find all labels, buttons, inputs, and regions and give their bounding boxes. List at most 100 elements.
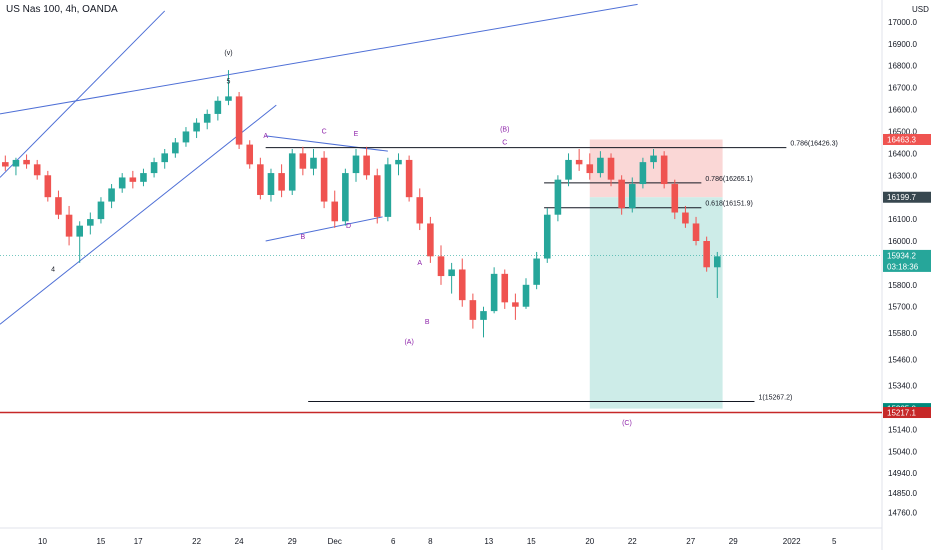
candle-body <box>288 153 296 191</box>
price-tag-label: 15934.2 <box>887 251 916 260</box>
time-axis-label: 29 <box>729 537 738 546</box>
candle-body <box>267 173 275 195</box>
candle-body <box>618 179 625 209</box>
time-axis-label: 17 <box>134 537 143 546</box>
candle-body <box>299 153 307 169</box>
wave-label: B <box>425 319 430 326</box>
candle-body <box>628 184 636 209</box>
candle-body <box>108 188 115 202</box>
price-tag-box <box>883 249 931 272</box>
countdown-label: 03:18:36 <box>887 262 919 271</box>
price-tag: 15934.2 03:18:36 <box>883 249 931 272</box>
candle-body <box>161 153 169 163</box>
candle-body <box>2 162 9 167</box>
candle-body <box>565 159 572 180</box>
wave-label: A <box>417 260 422 267</box>
candle-body <box>597 157 604 174</box>
currency-label: USD <box>912 5 929 14</box>
price-tag-box <box>883 191 931 203</box>
wave-label: D <box>346 223 351 230</box>
wave-label: (B) <box>500 126 509 133</box>
candle-body <box>501 273 509 303</box>
candle-body <box>331 201 339 222</box>
candle-body <box>118 177 126 189</box>
time-axis-label: 24 <box>235 537 244 546</box>
price-axis-label: 16800.0 <box>888 62 917 71</box>
candle-body <box>203 113 211 123</box>
price-axis-label: 17000.0 <box>888 18 917 27</box>
time-axis-label: Dec <box>328 537 342 546</box>
price-axis-label: 15700.0 <box>888 303 917 312</box>
price-axis-label: 15580.0 <box>888 329 917 338</box>
position-zones <box>589 139 723 409</box>
candle-body <box>575 159 583 165</box>
price-axis-label: 16300.0 <box>888 171 917 180</box>
price-axis[interactable]: 17000.0 16900.0 16800.0 16700.0 16600.0 16500… <box>888 5 929 518</box>
candle-body <box>395 159 402 165</box>
candle-body <box>522 284 530 307</box>
candle-body <box>352 155 360 174</box>
wave-label: C <box>322 129 327 136</box>
candle-body <box>490 273 498 312</box>
time-axis[interactable]: 10 15 17 22 24 29 Dec 6 8 13 15 20 22 27 29 2022 5 <box>38 537 837 546</box>
candle-body <box>363 155 370 176</box>
candle-body <box>480 311 487 320</box>
time-axis-label: 10 <box>38 537 47 546</box>
candle-body <box>140 173 147 182</box>
candle-body <box>342 173 349 222</box>
trendline <box>265 135 388 152</box>
price-axis-label: 15140.0 <box>888 425 917 434</box>
fib-level-label: 0.786(16265.1) <box>705 176 752 183</box>
trendline <box>0 3 638 115</box>
price-tags: 16463.316199.715934.203:18:3615235.01521… <box>883 133 931 419</box>
wave-label: C <box>502 140 507 147</box>
time-axis-label: 27 <box>686 537 695 546</box>
fib-level-label: 0.618(16151.9) <box>705 201 752 208</box>
candle-body <box>469 300 477 320</box>
price-tag-box <box>883 407 931 419</box>
price-axis-label: 16900.0 <box>888 40 917 49</box>
candle-body <box>713 256 721 268</box>
candle-body <box>278 173 285 191</box>
time-axis-label: 22 <box>628 537 637 546</box>
candle-body <box>660 155 668 185</box>
candle-body <box>129 177 137 182</box>
price-axis-label: 16100.0 <box>888 215 917 224</box>
candle-body <box>87 219 94 226</box>
wave-label: B <box>301 234 306 241</box>
price-axis-label: 14850.0 <box>888 489 917 498</box>
wave-label: (C) <box>622 420 632 427</box>
trendlines <box>0 3 638 325</box>
candle-body <box>650 155 657 163</box>
candle-body <box>607 157 615 180</box>
time-axis-label: 15 <box>96 537 105 546</box>
fib-levels: 0.786(16426.3) 0.786(16265.1) 0.618(16151.… <box>0 141 882 414</box>
time-axis-label: 15 <box>527 537 536 546</box>
take-profit-zone <box>589 197 723 409</box>
candle-body <box>448 269 455 277</box>
candle-body <box>97 201 105 220</box>
candle-body <box>257 164 264 195</box>
candle-body <box>33 164 41 176</box>
time-axis-label: 20 <box>585 537 594 546</box>
wave-label: (v) <box>224 50 232 57</box>
candle-body <box>150 162 158 174</box>
time-axis-label: 22 <box>192 537 201 546</box>
candle-body <box>246 144 254 165</box>
candle-body <box>384 164 392 217</box>
price-axis-label: 16600.0 <box>888 106 917 115</box>
candle-body <box>320 157 328 202</box>
time-axis-label: 6 <box>391 537 396 546</box>
price-axis-label: 15460.0 <box>888 355 917 364</box>
candle-body <box>225 96 232 101</box>
candle-body <box>23 159 30 165</box>
time-axis-label: 8 <box>428 537 433 546</box>
fib-level-label: 1(15267.2) <box>758 395 792 402</box>
candle-body <box>373 175 381 217</box>
price-axis-label: 14940.0 <box>888 469 917 478</box>
time-axis-label: 29 <box>288 537 297 546</box>
price-tag: 16199.7 <box>883 191 931 203</box>
candle-body <box>586 164 594 174</box>
wave-label: E <box>354 131 359 138</box>
